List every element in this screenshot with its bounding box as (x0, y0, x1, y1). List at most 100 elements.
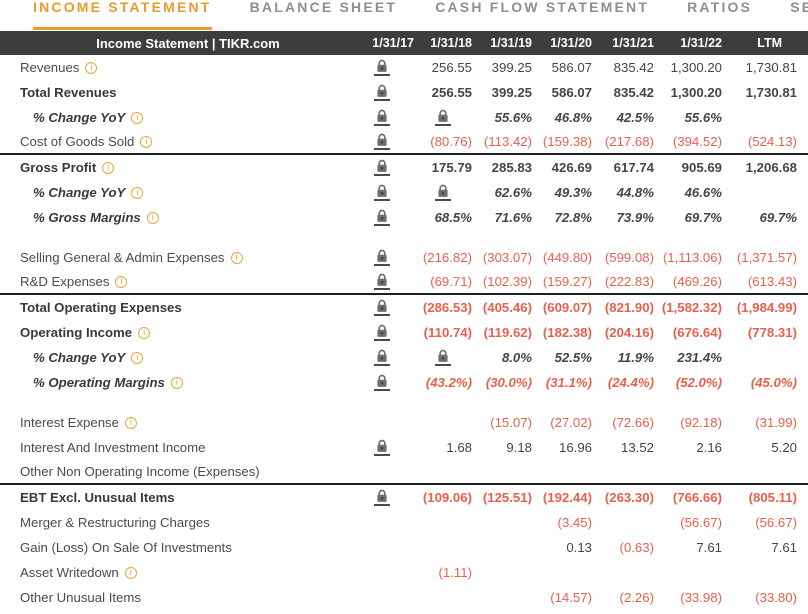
info-icon[interactable]: i (138, 326, 151, 339)
value-cell: 72.8% (554, 210, 592, 225)
value-cell: (1,984.99) (736, 300, 797, 315)
table-row: Gain (Loss) On Sale Of Investments 0.13 (0… (0, 535, 808, 560)
value-cell: (72.66) (612, 415, 654, 430)
row-label-text: % Change YoY (33, 185, 126, 200)
tab-cash-flow-statement[interactable]: CASH FLOW STATEMENT (435, 0, 650, 15)
locked-value-cell (414, 109, 472, 126)
value-cell: 68.5% (434, 210, 472, 225)
value-cell: 399.25 (491, 85, 532, 100)
value-cell: (1.11) (438, 565, 472, 580)
tab-segment[interactable]: SEGMENT (790, 0, 808, 15)
value-cell: (0.63) (619, 540, 654, 555)
lock-icon[interactable] (374, 273, 390, 290)
info-icon[interactable]: i (131, 351, 144, 364)
row-label: EBT Excl. Unusual Items (0, 490, 350, 505)
lock-icon[interactable] (435, 109, 451, 126)
value-cell: 44.8% (616, 185, 654, 200)
value-cell: (778.31) (747, 325, 797, 340)
locked-value-cell (350, 249, 414, 266)
info-icon[interactable]: i (131, 186, 144, 199)
lock-icon[interactable] (374, 133, 390, 150)
lock-icon[interactable] (374, 209, 390, 226)
info-icon[interactable]: i (102, 161, 115, 174)
info-icon[interactable]: i (146, 211, 159, 224)
lock-icon[interactable] (374, 439, 390, 456)
row-label: % Operating Margins i (0, 375, 350, 390)
lock-icon[interactable] (374, 159, 390, 176)
info-icon[interactable]: i (230, 251, 243, 264)
row-label-text: Total Operating Expenses (20, 300, 182, 315)
row-label-text: Gain (Loss) On Sale Of Investments (20, 540, 232, 555)
value-cell: (394.52) (672, 134, 722, 149)
value-cell: (204.16) (604, 325, 654, 340)
row-label-text: Other Unusual Items (20, 590, 141, 605)
value-cell: 7.61 (696, 540, 722, 555)
lock-icon[interactable] (374, 59, 390, 76)
locked-value-cell (350, 133, 414, 150)
locked-value-cell (350, 209, 414, 226)
table-row: Selling General & Admin Expenses i (216.82… (0, 245, 808, 270)
row-label-text: Total Revenues (20, 85, 117, 100)
value-cell: (286.53) (422, 300, 472, 315)
row-label: Cost of Goods Sold i (0, 134, 350, 149)
value-cell: (222.83) (604, 274, 654, 289)
value-cell: (15.07) (490, 415, 532, 430)
table-row: Total Revenues 256.55 399.25 586.07 835.42 1,… (0, 80, 808, 105)
info-icon[interactable]: i (131, 111, 144, 124)
tab-income-statement[interactable]: INCOME STATEMENT (33, 0, 212, 30)
statement-tabs: INCOME STATEMENT BALANCE SHEET CASH FLOW S… (0, 0, 808, 31)
lock-icon[interactable] (374, 84, 390, 101)
row-label: Interest Expense i (0, 415, 350, 430)
table-header-row: Income Statement | TIKR.com 1/31/17 1/31/… (0, 31, 808, 55)
value-cell: 586.07 (551, 85, 592, 100)
lock-icon[interactable] (374, 109, 390, 126)
info-icon[interactable]: i (124, 566, 137, 579)
value-cell: 175.79 (431, 160, 472, 175)
value-cell: 8.0% (501, 350, 532, 365)
info-icon[interactable]: i (115, 275, 128, 288)
value-cell: 46.6% (684, 185, 722, 200)
tab-ratios[interactable]: RATIOS (687, 0, 753, 15)
value-cell: (676.64) (672, 325, 722, 340)
value-cell: (766.66) (672, 490, 722, 505)
value-cell: (125.51) (482, 490, 532, 505)
row-label: Revenues i (0, 60, 350, 75)
lock-icon[interactable] (374, 349, 390, 366)
lock-icon[interactable] (435, 349, 451, 366)
table-title: Income Statement | TIKR.com (96, 35, 280, 51)
value-cell: (303.07) (482, 250, 532, 265)
value-cell: (159.27) (542, 274, 592, 289)
value-cell: (30.0%) (485, 375, 532, 390)
lock-icon[interactable] (374, 374, 390, 391)
row-label: Other Unusual Items (0, 590, 350, 605)
value-cell: (56.67) (755, 515, 797, 530)
value-cell: (216.82) (422, 250, 472, 265)
value-cell: 835.42 (613, 60, 654, 75)
lock-icon[interactable] (374, 184, 390, 201)
tab-balance-sheet[interactable]: BALANCE SHEET (249, 0, 398, 15)
value-cell: 55.6% (494, 110, 532, 125)
value-cell: 9.18 (506, 440, 532, 455)
value-cell: (56.67) (680, 515, 722, 530)
lock-icon[interactable] (374, 489, 390, 506)
column-header-1-31-21: 1/31/21 (612, 36, 654, 50)
row-label-text: Selling General & Admin Expenses (20, 250, 225, 265)
row-label: % Change YoY i (0, 110, 350, 125)
locked-value-cell (350, 374, 414, 391)
lock-icon[interactable] (435, 184, 451, 201)
lock-icon[interactable] (374, 249, 390, 266)
value-cell: 49.3% (554, 185, 592, 200)
table-body: Revenues i 256.55 399.25 586.07 835.42 1,300.2… (0, 55, 808, 610)
lock-icon[interactable] (374, 299, 390, 316)
table-row: Other Non Operating Income (Expenses) (0, 460, 808, 485)
lock-icon[interactable] (374, 324, 390, 341)
table-row: % Operating Margins i (43.2%) (30.0%) (31.1%… (0, 370, 808, 395)
info-icon[interactable]: i (85, 61, 98, 74)
row-label: % Gross Margins i (0, 210, 350, 225)
value-cell: 285.83 (491, 160, 532, 175)
row-label-text: Cost of Goods Sold (20, 134, 135, 149)
value-cell: 11.9% (617, 350, 654, 365)
info-icon[interactable]: i (170, 376, 183, 389)
info-icon[interactable]: i (140, 135, 153, 148)
info-icon[interactable]: i (124, 416, 137, 429)
